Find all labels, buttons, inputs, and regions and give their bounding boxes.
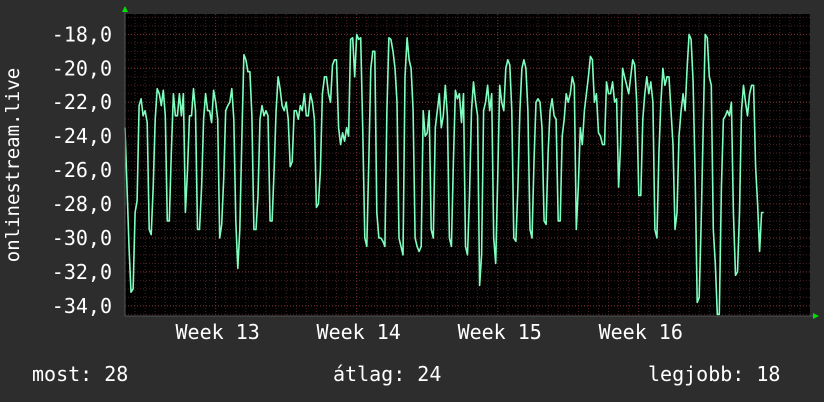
best-value: 18 [756, 362, 781, 386]
x-tick-label: Week 16 [599, 320, 683, 344]
x-tick-label: Week 14 [317, 320, 401, 344]
average-value: 24 [417, 362, 442, 386]
y-axis-arrow-icon [122, 6, 128, 12]
best-label: legjobb: [648, 362, 745, 386]
y-tick-label: -32,0 [52, 260, 112, 284]
x-axis: Week 13 Week 14 Week 15 Week 16 [176, 320, 683, 344]
footer-now: most: 28 [32, 362, 128, 386]
y-tick-label: -28,0 [52, 192, 112, 216]
x-axis-arrow-icon [813, 313, 819, 319]
y-tick-label: -30,0 [52, 226, 112, 250]
footer-average: átlag: 24 [333, 362, 441, 386]
y-tick-label: -18,0 [52, 22, 112, 46]
x-tick-label: Week 13 [176, 320, 260, 344]
footer-best: legjobb: 18 [648, 362, 780, 386]
average-label: átlag: [333, 362, 406, 386]
y-tick-label: -26,0 [52, 158, 112, 182]
now-label: most: [32, 362, 93, 386]
x-tick-label: Week 15 [458, 320, 542, 344]
y-tick-label: -34,0 [52, 294, 112, 318]
series-line [124, 33, 764, 316]
y-tick-label: -20,0 [52, 56, 112, 80]
y-tick-label: -22,0 [52, 90, 112, 114]
y-axis-label: onlinestream.live [2, 68, 24, 262]
y-tick-label: -24,0 [52, 124, 112, 148]
now-value: 28 [104, 362, 129, 386]
y-axis: -18,0 -20,0 -22,0 -24,0 -26,0 -28,0 -30,0 -32,0… [52, 22, 112, 317]
